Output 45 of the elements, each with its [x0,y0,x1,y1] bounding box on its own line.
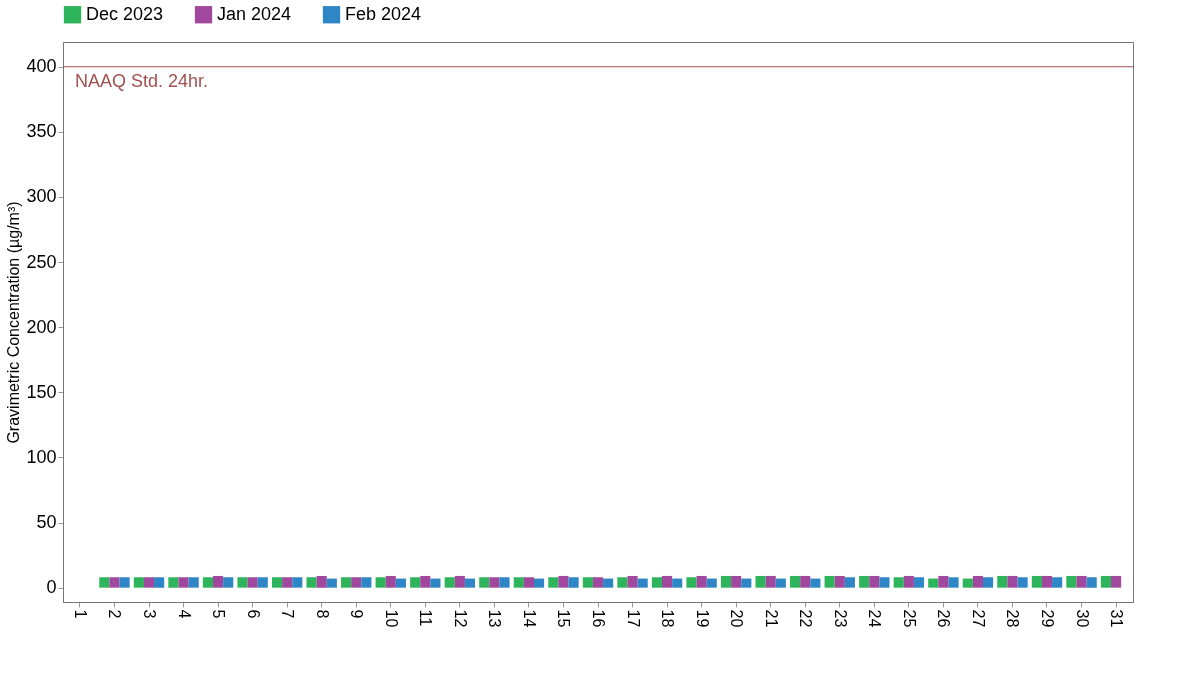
x-tick-label: 12 [451,609,469,628]
x-tick-label: 16 [590,609,607,628]
x-tick-label: 23 [831,609,849,628]
x-tick-label: 9 [348,609,366,619]
y-tick-label: 350 [26,121,57,142]
x-tick-label: 25 [900,609,918,628]
x-tick-label: 21 [762,609,780,628]
y-tick-label: 250 [26,251,57,272]
y-axis-title: Gravimetric Concentration (µg/m³) [5,201,23,444]
x-tick-label: 18 [659,609,677,628]
x-tick-label: 14 [520,609,538,628]
x-tick-label: 10 [382,609,400,628]
legend-label: Feb 2024 [345,3,422,24]
y-tick-label: 150 [26,381,57,402]
x-tick-label: 13 [486,609,504,628]
x-tick-label: 2 [106,609,124,619]
x-tick-label: 17 [624,609,642,628]
x-tick-label: 22 [797,609,815,628]
x-tick-label: 30 [1073,609,1091,628]
ref-line-label: NAAQ Std. 24hr. [75,70,209,91]
x-tick-label: 24 [866,609,884,628]
x-tick-label: 29 [1039,609,1056,628]
x-tick-label: 31 [1108,609,1126,628]
x-tick-label: 5 [210,609,228,619]
x-tick-label: 15 [555,609,573,628]
x-tick-label: 26 [935,609,953,628]
x-tick-label: 8 [313,609,331,619]
x-tick-label: 3 [141,609,158,619]
x-tick-label: 11 [417,609,435,627]
x-tick-label: 6 [244,609,262,619]
legend-label: Dec 2023 [86,3,164,24]
y-tick-label: 400 [26,56,57,77]
y-tick-label: 50 [36,512,57,533]
x-tick-label: 27 [969,609,987,628]
x-tick-label: 20 [728,609,746,628]
y-tick-label: 100 [26,446,57,467]
x-tick-label: 28 [1004,609,1022,628]
y-tick-label: 0 [46,577,57,598]
x-tick-label: 7 [279,609,297,619]
y-tick-label: 300 [26,186,57,207]
legend-label: Jan 2024 [217,3,292,24]
x-tick-label: 19 [693,609,711,628]
y-tick-label: 200 [26,316,57,337]
x-tick-label: 4 [175,609,193,619]
x-tick-label: 1 [71,609,89,619]
